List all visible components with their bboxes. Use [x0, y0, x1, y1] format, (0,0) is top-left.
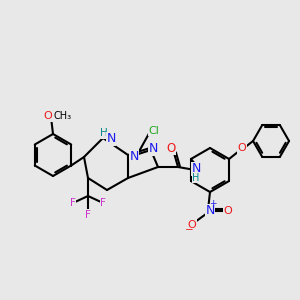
Text: CH₃: CH₃ — [53, 111, 71, 121]
Text: O: O — [167, 142, 176, 154]
Text: N: N — [106, 133, 116, 146]
Text: −: − — [184, 225, 194, 235]
Text: F: F — [85, 210, 91, 220]
Text: O: O — [44, 111, 52, 121]
Text: H: H — [192, 173, 200, 183]
Text: N: N — [205, 205, 215, 218]
Text: Cl: Cl — [148, 125, 159, 136]
Text: N: N — [191, 163, 201, 176]
Text: F: F — [70, 198, 76, 208]
Text: O: O — [224, 206, 232, 216]
Text: N: N — [129, 149, 139, 163]
Text: H: H — [100, 128, 108, 138]
Text: +: + — [209, 200, 217, 208]
Text: O: O — [188, 220, 196, 230]
Text: F: F — [100, 198, 106, 208]
Text: O: O — [238, 143, 246, 153]
Text: N: N — [148, 142, 158, 155]
